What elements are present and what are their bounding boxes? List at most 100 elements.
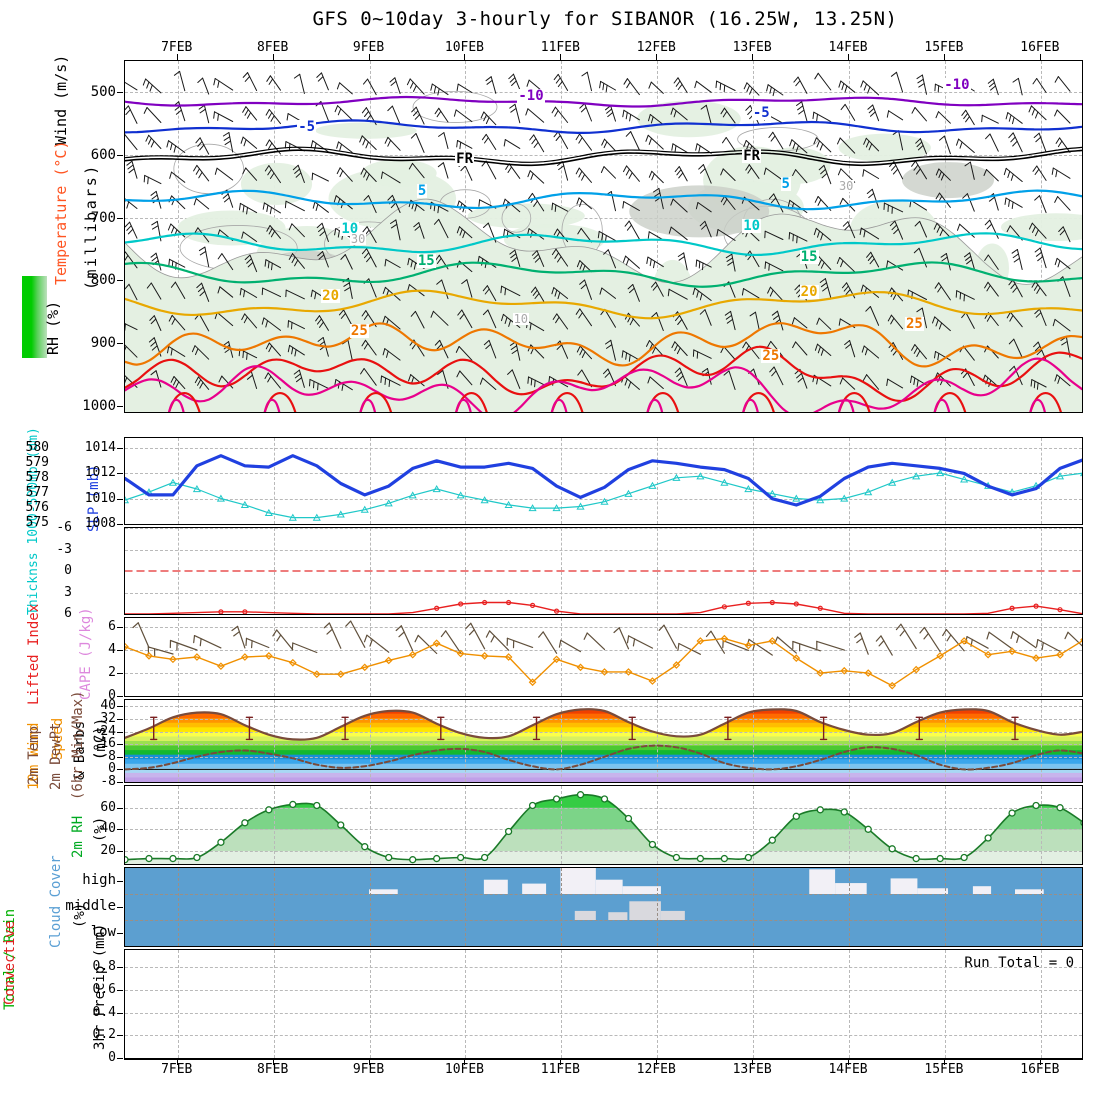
date-label-7feb: 7FEB xyxy=(161,1062,193,1077)
wind-speed-line xyxy=(125,637,1082,687)
temp-tick-24: 24 xyxy=(100,723,116,739)
contour-label-FR: FR xyxy=(455,151,475,168)
contour-label-25: 25 xyxy=(349,323,369,340)
contour-label-15: 15 xyxy=(799,249,819,266)
axis-label-rh: RH (%) xyxy=(44,300,62,355)
precip-tick-0p4: 0.4 xyxy=(92,1004,116,1020)
axis-label-minmax: (6hr Min/Max) xyxy=(70,690,86,800)
thickness-tick-577: 577 xyxy=(25,485,49,500)
thickness-tick-579: 579 xyxy=(25,455,49,470)
precip-panel[interactable]: Run Total = 0 xyxy=(124,949,1083,1059)
thickness-tick-580: 580 xyxy=(25,440,49,455)
temp-tick-32: 32 xyxy=(100,710,116,726)
cloud-block-high xyxy=(835,883,867,894)
precip-tick-0p8: 0.8 xyxy=(92,959,116,975)
date-label-9feb: 9FEB xyxy=(352,40,385,55)
date-label-14feb: 14FEB xyxy=(828,40,868,55)
temp-2m-line xyxy=(125,708,1082,741)
rh-tick-20: 20 xyxy=(100,843,116,858)
date-label-13feb: 13FEB xyxy=(732,40,772,55)
contour-label-FR: FR xyxy=(742,147,762,164)
date-label-11feb: 11FEB xyxy=(540,40,580,55)
dewpt-2m-line xyxy=(125,744,1082,771)
thickness-tick-576: 576 xyxy=(25,500,49,515)
temp-tick-16: 16 xyxy=(100,736,116,752)
contour-label-10: 10 xyxy=(340,221,360,238)
upper-air-panel[interactable]: -10 -10 -5 -5 FR FR 5 5 10 10 15 15 20 20 25 25 25 30 10 30 xyxy=(124,60,1083,413)
upper-wind-barbs xyxy=(125,70,1071,391)
cloud-block-high xyxy=(972,886,992,894)
temp-tick-0: 0 xyxy=(108,761,116,777)
li-tick-0: 0 xyxy=(64,563,72,578)
temp-tick-40: 40 xyxy=(100,698,116,714)
cloud-block-middle xyxy=(574,910,596,920)
slp-thickness-panel[interactable] xyxy=(124,437,1083,525)
pressure-tick-600: 600 xyxy=(90,147,116,164)
cloud-block-middle xyxy=(608,912,628,920)
precip-tick-0p2: 0.2 xyxy=(92,1027,116,1043)
temp-color-bands xyxy=(125,709,1082,782)
date-label-11feb: 11FEB xyxy=(540,1062,580,1077)
slp-tick-1008: 1008 xyxy=(84,516,116,531)
axis-label-2m-rh: 2m RH xyxy=(70,815,86,858)
rh-tick-40: 40 xyxy=(100,821,116,837)
cloud-block-high xyxy=(560,868,596,894)
li-tick-3: 3 xyxy=(64,584,72,600)
contour-label-10: 10 xyxy=(512,312,530,327)
cloud-block-high xyxy=(369,889,398,894)
cloud-block-middle xyxy=(660,910,685,920)
date-label-16feb: 16FEB xyxy=(1020,40,1060,55)
precip-tick-0p6: 0.6 xyxy=(92,981,116,997)
date-label-10feb: 10FEB xyxy=(444,1062,485,1077)
wind-barbs-10m xyxy=(125,620,1082,657)
pressure-tick-700: 700 xyxy=(90,209,116,226)
thickness-tick-575: 575 xyxy=(25,515,49,530)
cloud-block-high xyxy=(622,886,661,894)
temp-tick-8: 8 xyxy=(108,748,116,764)
wind-tick-0: 0 xyxy=(108,688,116,703)
cloud-level-middle: middle xyxy=(65,898,116,914)
pressure-tick-1000: 1000 xyxy=(82,397,116,414)
axis-label-wind: Wind (m/s) xyxy=(52,54,70,145)
wind-tick-4: 4 xyxy=(108,642,116,658)
rh-2m-panel[interactable] xyxy=(124,785,1083,865)
slp-tick-1012: 1012 xyxy=(84,465,116,481)
contour-label-10: 10 xyxy=(742,217,762,234)
rh-2m-line xyxy=(125,793,1082,861)
axis-label-2m-temp: 2m Temp xyxy=(26,725,42,785)
pressure-tick-500: 500 xyxy=(90,84,116,101)
date-label-9feb: 9FEB xyxy=(352,1062,385,1077)
axis-label-temperature: Temperature (°C) xyxy=(52,140,70,286)
li-tick--3: -3 xyxy=(56,541,72,557)
contour-label-20: 20 xyxy=(799,284,819,301)
date-label-15feb: 15FEB xyxy=(924,40,964,55)
cloud-block-middle xyxy=(629,901,661,920)
li-tick--6: -6 xyxy=(56,520,72,535)
contour-label-neg5: -5 xyxy=(751,105,771,122)
slp-tick-1010: 1010 xyxy=(84,490,116,506)
contour-label-5: 5 xyxy=(780,175,791,192)
wind-panel[interactable] xyxy=(124,617,1083,697)
bottom-axis-line xyxy=(124,1058,1083,1060)
cloud-level-high: high xyxy=(82,872,116,888)
cloud-block-high xyxy=(522,883,547,894)
cloud-block-high xyxy=(483,879,508,894)
date-label-12feb: 12FEB xyxy=(636,1062,676,1077)
contour-label-5: 5 xyxy=(416,182,428,199)
cloud-block-high xyxy=(917,888,949,894)
temp-dewpt-panel[interactable] xyxy=(124,699,1083,783)
lifted-index-cape-panel[interactable] xyxy=(124,527,1083,615)
axis-label-millibars: (millibars) xyxy=(82,163,100,290)
wind-tick-6: 6 xyxy=(108,619,116,635)
legend-convective: Convective xyxy=(2,920,18,1005)
contour-label-20: 20 xyxy=(321,287,341,304)
axis-label-lifted-index: Lifted Index xyxy=(26,603,42,705)
date-label-12feb: 12FEB xyxy=(636,40,676,55)
contour-label-25: 25 xyxy=(761,347,781,364)
page-title: GFS 0~10day 3-hourly for SIBANOR (16.25W… xyxy=(312,8,898,30)
slp-line xyxy=(125,454,1082,507)
contour-label-neg10: -10 xyxy=(943,77,971,94)
run-total-annotation: Run Total = 0 xyxy=(964,955,1074,971)
contour-label-15: 15 xyxy=(416,252,436,269)
cloud-cover-panel[interactable] xyxy=(124,867,1083,947)
